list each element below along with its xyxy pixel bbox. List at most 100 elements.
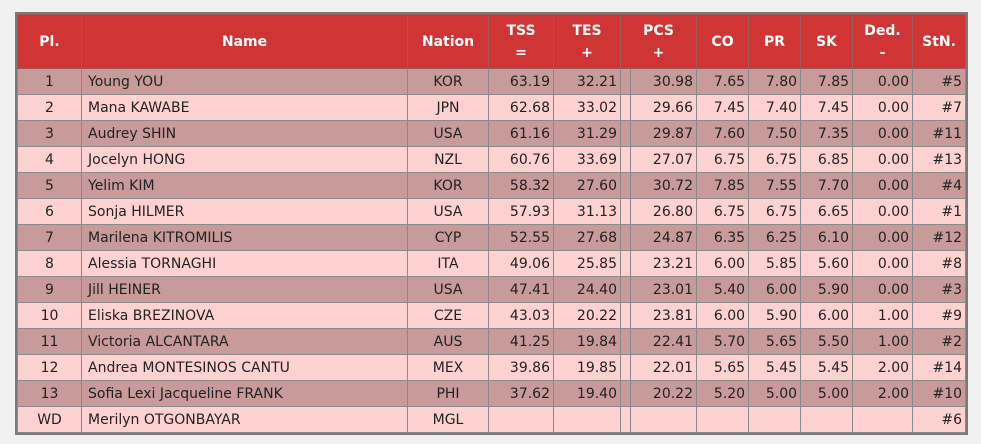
pr-cell: 7.55 — [748, 172, 802, 199]
pl-cell: WD — [17, 406, 82, 433]
pr-cell: 7.80 — [748, 68, 802, 95]
pcs-cell: 26.80 — [629, 198, 698, 225]
co-cell: 7.60 — [696, 120, 750, 147]
spacer-cell — [620, 120, 631, 147]
ded-cell: 2.00 — [852, 354, 914, 381]
pr-cell: 5.85 — [748, 250, 802, 277]
pcs-cell: 30.98 — [629, 68, 698, 95]
tss-cell — [488, 406, 554, 433]
result-row: 10 Eliska BREZINOVA CZE 43.03 20.22 23.81 6.00… — [17, 302, 967, 329]
spacer-cell — [620, 328, 631, 355]
sk-cell: 7.45 — [800, 94, 854, 121]
header-title: SK — [816, 33, 837, 50]
sk-cell: 6.00 — [800, 302, 854, 329]
pcs-cell: 27.07 — [629, 146, 698, 173]
header-title: Nation — [421, 33, 475, 50]
ded-cell: 1.00 — [852, 302, 914, 329]
nation-cell: CYP — [407, 224, 489, 251]
name-cell: Merilyn OTGONBAYAR — [81, 406, 408, 433]
header-cell: CO — [696, 14, 750, 69]
header-cell: Name — [81, 14, 408, 69]
spacer-cell — [620, 276, 631, 303]
name-cell: Sofia Lexi Jacqueline FRANK — [81, 380, 408, 407]
nation-cell: KOR — [407, 172, 489, 199]
header-title: TSS — [506, 22, 536, 39]
pl-cell: 11 — [17, 328, 82, 355]
ded-cell: 0.00 — [852, 276, 914, 303]
stn-cell: #6 — [912, 406, 967, 433]
stn-cell: #8 — [912, 250, 967, 277]
sk-cell: 6.65 — [800, 198, 854, 225]
pr-cell: 6.75 — [748, 146, 802, 173]
header-row: Pl. Name Nation TSS = TES + PCS + CO PR SK Ded. - StN. — [17, 14, 967, 69]
pl-cell: 2 — [17, 94, 82, 121]
ded-cell — [852, 406, 914, 433]
tes-cell: 24.40 — [553, 276, 621, 303]
co-cell: 7.85 — [696, 172, 750, 199]
pl-cell: 5 — [17, 172, 82, 199]
tss-cell: 37.62 — [488, 380, 554, 407]
sk-cell: 5.50 — [800, 328, 854, 355]
ded-cell: 2.00 — [852, 380, 914, 407]
result-row: 6 Sonja HILMER USA 57.93 31.13 26.80 6.75 6.75 6… — [17, 198, 967, 225]
ded-cell: 1.00 — [852, 328, 914, 355]
nation-cell: JPN — [407, 94, 489, 121]
tes-cell: 19.85 — [553, 354, 621, 381]
tes-cell: 33.02 — [553, 94, 621, 121]
result-row: 12 Andrea MONTESINOS CANTU MEX 39.86 19.85 22… — [17, 354, 967, 381]
results-table-frame: Pl. Name Nation TSS = TES + PCS + CO PR SK Ded. - StN.… — [15, 12, 969, 435]
pl-cell: 4 — [17, 146, 82, 173]
sk-cell: 5.00 — [800, 380, 854, 407]
nation-cell: MEX — [407, 354, 489, 381]
result-row: 5 Yelim KIM KOR 58.32 27.60 30.72 7.85 7.55 7.70… — [17, 172, 967, 199]
spacer-cell — [620, 68, 631, 95]
pr-cell: 7.40 — [748, 94, 802, 121]
spacer-cell — [620, 146, 631, 173]
tss-cell: 63.19 — [488, 68, 554, 95]
header-sub: + — [581, 44, 593, 61]
spacer-cell — [620, 172, 631, 199]
result-row: 8 Alessia TORNAGHI ITA 49.06 25.85 23.21 6.00 5… — [17, 250, 967, 277]
pl-cell: 8 — [17, 250, 82, 277]
stn-cell: #7 — [912, 94, 967, 121]
tss-cell: 52.55 — [488, 224, 554, 251]
sk-cell: 6.10 — [800, 224, 854, 251]
co-cell: 7.45 — [696, 94, 750, 121]
pcs-cell: 22.41 — [629, 328, 698, 355]
pr-cell: 6.00 — [748, 276, 802, 303]
ded-cell: 0.00 — [852, 198, 914, 225]
tes-cell: 25.85 — [553, 250, 621, 277]
stn-cell: #5 — [912, 68, 967, 95]
results-table: Pl. Name Nation TSS = TES + PCS + CO PR SK Ded. - StN.… — [17, 14, 967, 433]
ded-cell: 0.00 — [852, 224, 914, 251]
pl-cell: 7 — [17, 224, 82, 251]
sk-cell: 5.60 — [800, 250, 854, 277]
tes-cell: 27.68 — [553, 224, 621, 251]
stn-cell: #3 — [912, 276, 967, 303]
pcs-cell: 29.66 — [629, 94, 698, 121]
tss-cell: 49.06 — [488, 250, 554, 277]
header-cell: Pl. — [17, 14, 82, 69]
sk-cell: 5.45 — [800, 354, 854, 381]
name-cell: Andrea MONTESINOS CANTU — [81, 354, 408, 381]
header-cell: TSS = — [488, 14, 554, 69]
spacer-cell — [620, 198, 631, 225]
header-title: PR — [763, 33, 786, 50]
name-cell: Jocelyn HONG — [81, 146, 408, 173]
pcs-cell: 29.87 — [629, 120, 698, 147]
spacer-cell — [620, 406, 631, 433]
stn-cell: #4 — [912, 172, 967, 199]
header-cell: Nation — [407, 14, 489, 69]
tes-cell: 19.40 — [553, 380, 621, 407]
spacer-cell — [620, 380, 631, 407]
pr-cell: 5.90 — [748, 302, 802, 329]
header-cell: PR — [748, 14, 802, 69]
result-row: 11 Victoria ALCANTARA AUS 41.25 19.84 22.41 5.… — [17, 328, 967, 355]
co-cell: 5.70 — [696, 328, 750, 355]
stn-cell: #13 — [912, 146, 967, 173]
pcs-cell — [629, 406, 698, 433]
tes-cell: 33.69 — [553, 146, 621, 173]
header-title: StN. — [922, 33, 956, 50]
pcs-cell: 20.22 — [629, 380, 698, 407]
pcs-cell: 30.72 — [629, 172, 698, 199]
